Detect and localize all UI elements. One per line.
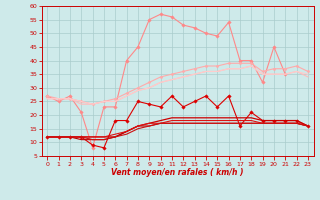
X-axis label: Vent moyen/en rafales ( km/h ): Vent moyen/en rafales ( km/h ): [111, 168, 244, 177]
